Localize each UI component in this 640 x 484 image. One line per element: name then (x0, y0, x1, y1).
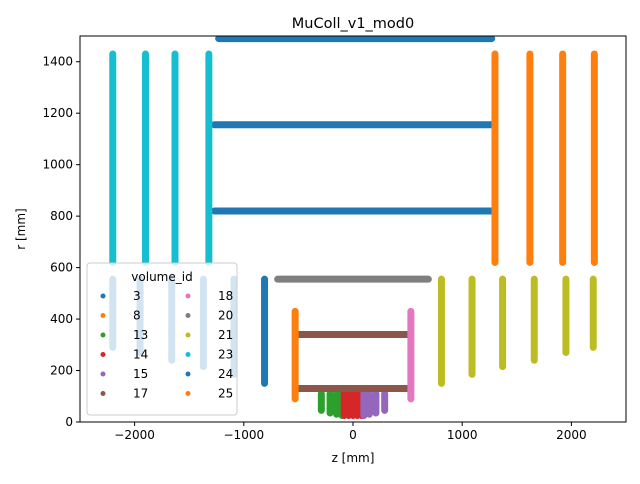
y-tick-label: 0 (65, 415, 73, 429)
y-tick-label: 1000 (42, 158, 73, 172)
legend-box (86, 262, 238, 416)
legend-title: volume_id (131, 270, 192, 284)
legend-marker-14 (100, 352, 106, 357)
series-3 (210, 36, 496, 215)
legend-label-15: 15 (133, 367, 148, 381)
y-tick-label: 1400 (42, 55, 73, 69)
x-tick-label: −2000 (114, 428, 155, 442)
legend-marker-20 (185, 313, 191, 318)
x-tick-label: 1000 (447, 428, 478, 442)
legend-marker-8 (100, 313, 106, 318)
series-15 (360, 390, 389, 420)
y-tick-label: 1200 (42, 106, 73, 120)
series-21 (437, 275, 597, 387)
legend-marker-3 (100, 293, 106, 299)
legend-label-21: 21 (218, 328, 233, 342)
series-23 (109, 50, 213, 266)
x-axis: −2000 −1000 0 1000 2000 (114, 422, 587, 442)
series-8 (491, 50, 598, 266)
legend-label-20: 20 (218, 309, 233, 323)
y-axis: 0 200 400 600 800 1000 1200 1400 (42, 55, 80, 429)
legend-label-14: 14 (133, 348, 148, 362)
y-tick-label: 400 (50, 312, 73, 326)
y-tick-label: 200 (50, 364, 73, 378)
legend-label-25: 25 (218, 387, 233, 401)
series-17 (292, 331, 414, 393)
legend-marker-17 (100, 391, 106, 396)
legend-marker-24 (185, 371, 191, 377)
legend-label-13: 13 (133, 328, 148, 342)
x-axis-label: z [mm] (332, 451, 375, 465)
legend-label-8: 8 (133, 309, 141, 323)
legend-label-23: 23 (218, 348, 233, 362)
legend-label-3: 3 (133, 289, 141, 303)
legend-marker-25 (185, 391, 191, 396)
legend-marker-13 (100, 332, 106, 338)
legend-marker-23 (185, 352, 191, 357)
y-tick-label: 600 (50, 261, 73, 275)
x-tick-label: −1000 (224, 428, 265, 442)
legend-label-18: 18 (218, 289, 233, 303)
y-axis-label: r [mm] (14, 208, 28, 250)
legend: volume_id 3 8 13 14 15 17 18 20 21 23 24 25 (86, 262, 238, 416)
x-tick-label: 0 (349, 428, 357, 442)
y-tick-label: 800 (50, 209, 73, 223)
legend-marker-18 (185, 293, 191, 299)
legend-label-17: 17 (133, 387, 148, 401)
chart-title: MuColl_v1_mod0 (292, 16, 415, 32)
legend-marker-15 (100, 371, 106, 377)
x-tick-label: 2000 (556, 428, 587, 442)
legend-label-24: 24 (218, 367, 233, 381)
legend-marker-21 (185, 332, 191, 338)
series-14 (340, 390, 366, 420)
